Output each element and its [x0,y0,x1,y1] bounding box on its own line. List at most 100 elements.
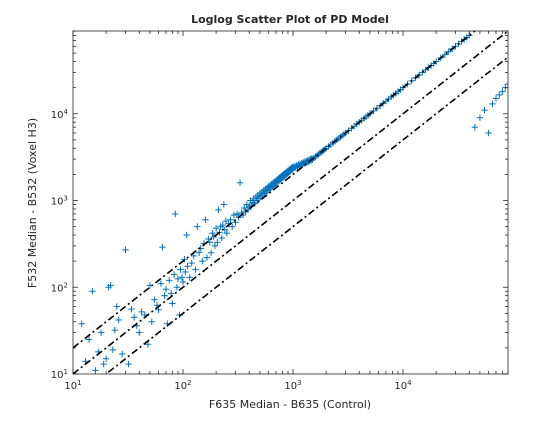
data-point [214,239,221,246]
y-tick-base: 10 [51,110,64,121]
data-point [471,124,479,131]
data-point [161,292,168,299]
x-tick-label: 104 [394,379,412,392]
data-point [209,229,216,237]
x-tick-base: 10 [174,381,187,392]
data-point [227,216,234,223]
data-point [111,326,119,334]
data-point [188,259,195,267]
data-point [157,280,165,287]
data-point [136,329,143,336]
data-point [481,106,488,114]
data-point [212,224,220,232]
data-point [118,350,126,358]
data-point [92,367,99,374]
data-point [115,316,122,324]
y-tick-exponent: 3 [64,195,68,203]
data-point [102,355,110,362]
data-point [476,114,484,121]
data-point [222,217,230,225]
data-point [155,306,162,313]
data-point [130,314,138,321]
y-tick-base: 10 [51,370,64,381]
data-point [202,216,209,223]
fit-lines-layer [73,31,508,374]
data-point [183,231,190,239]
y-tick-exponent: 1 [64,368,68,376]
data-point [264,187,272,194]
data-point [85,336,93,343]
data-point [170,271,178,278]
data-point [184,262,191,270]
data-point [151,296,158,303]
data-point [159,243,166,251]
data-point [138,308,145,316]
data-point [148,318,155,325]
y-axis-label: F532 Median - B532 (Voxel H3) [26,118,39,288]
x-tick-label: 103 [284,379,301,392]
data-point [179,278,187,286]
y-tick-label: 103 [51,195,68,208]
data-point [109,346,116,354]
points-layer [78,32,508,374]
data-point [230,211,238,219]
data-point [219,221,227,229]
data-point [177,266,184,273]
data-point [241,204,248,212]
data-point [182,268,189,276]
data-point [128,305,135,313]
data-point [215,206,222,214]
data-point [100,360,107,368]
data-point [169,300,176,307]
x-tick-label: 101 [64,379,81,392]
x-tick-exponent: 2 [187,379,191,387]
data-point [370,107,377,115]
x-tick-base: 10 [284,381,297,392]
data-point [207,249,215,256]
y-tick-exponent: 2 [64,281,68,289]
data-point [504,80,508,88]
data-point [125,360,132,368]
data-point [432,58,440,65]
data-point [236,179,244,187]
data-point [441,51,449,58]
data-point [113,303,120,310]
data-point [233,210,241,218]
y-tick-label: 102 [51,281,68,294]
data-point [199,257,206,265]
y-tick-label: 101 [51,368,68,381]
data-point [228,223,236,230]
data-point [166,277,173,284]
data-point [496,91,503,99]
x-tick-base: 10 [394,381,407,392]
data-point [167,290,175,297]
fit-line-3 [104,56,508,374]
data-point [492,95,500,102]
data-point [174,275,182,283]
data-point [122,246,129,254]
data-point [181,256,188,263]
data-point [485,129,492,137]
data-point [78,320,85,327]
data-point [144,341,152,348]
fit-line-1 [73,31,508,374]
y-tick-base: 10 [51,283,64,294]
data-point [210,233,217,241]
data-point [195,249,203,256]
data-point [203,254,211,261]
data-point [89,288,96,295]
data-point [173,284,181,291]
data-point [211,242,219,250]
data-point [244,206,252,214]
x-tick-exponent: 1 [77,379,81,387]
data-point [107,282,114,289]
data-point [223,229,230,237]
data-point [489,100,496,108]
data-point [172,210,179,218]
y-tick-base: 10 [51,197,64,208]
data-point [192,266,199,273]
data-point [194,223,201,230]
